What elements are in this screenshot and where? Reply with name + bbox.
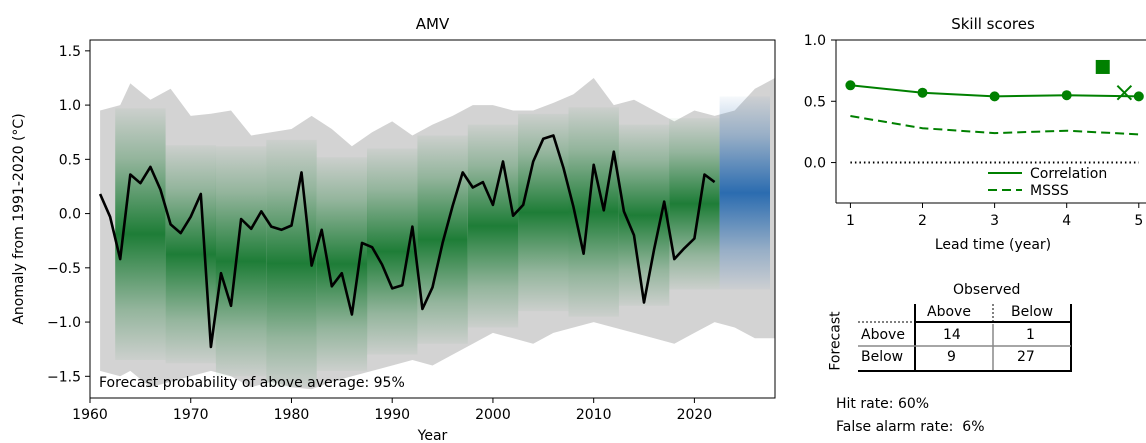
x-tick-label: 1980 [274, 407, 310, 423]
legend-msss-label: MSSS [1030, 183, 1069, 199]
skill-plot-area [845, 59, 1144, 164]
hindcast-column [518, 113, 569, 312]
skill-x-tick-label: 4 [1062, 213, 1071, 229]
amv-axes-frame [89, 39, 776, 399]
contingency-cell-false-alarms: 1 [1026, 327, 1035, 343]
skill-title: Skill scores [951, 15, 1035, 33]
amv-ylabel: Anomaly from 1991-2020 (°C) [11, 113, 27, 324]
contingency-row-header-above: Above [861, 327, 905, 343]
y-tick-label: 1.5 [59, 44, 81, 60]
hit-rate-text: Hit rate: 60% [836, 396, 930, 412]
hindcast-column [669, 118, 720, 290]
contingency-row-header-below: Below [861, 349, 904, 365]
series-point-correlation [917, 87, 928, 98]
y-tick-label: 1.0 [59, 98, 81, 114]
x-tick-label: 1970 [173, 407, 209, 423]
skill-y-tick-label: 0.5 [804, 94, 826, 110]
series-point-correlation [845, 80, 856, 91]
contingency-col-header-above: Above [927, 304, 971, 320]
observed-line [98, 134, 716, 349]
hindcast-column [266, 139, 317, 388]
skill-x-tick-label: 5 [1134, 213, 1143, 229]
contingency-cell-hits: 14 [943, 327, 961, 343]
contingency-forecast-label: Forecast [827, 311, 844, 371]
hindcast-column [568, 107, 619, 317]
hindcast-column [165, 145, 216, 364]
series-point-correlation [989, 91, 1000, 102]
series-point-correlation [1061, 90, 1072, 101]
forecast-probability-annotation: Forecast probability of above average: 9… [99, 375, 405, 391]
contingency-grid [858, 304, 1072, 372]
skill-x-tick-label: 1 [846, 213, 855, 229]
x-marker [1116, 84, 1133, 101]
hindcast-column [215, 146, 267, 377]
forecast-column [719, 96, 770, 290]
contingency-observed-label: Observed [953, 282, 1021, 298]
x-tick-label: 2000 [475, 407, 511, 423]
hindcast-column [467, 124, 519, 328]
legend-correlation-label: Correlation [1030, 166, 1107, 182]
contingency-cell-misses: 9 [947, 349, 956, 365]
square-marker [1095, 59, 1110, 74]
skill-y-tick-label: 0.0 [804, 156, 826, 172]
contingency-cell-correct-negatives: 27 [1017, 349, 1035, 365]
y-tick-label: 0.5 [59, 152, 81, 168]
x-tick-label: 2020 [677, 407, 713, 423]
y-tick-label: −1.5 [47, 369, 81, 385]
false-alarm-rate-text: False alarm rate: 6% [836, 419, 985, 435]
amv-plot-area [98, 78, 775, 390]
amv-title: AMV [416, 15, 450, 33]
skill-x-tick-label: 2 [918, 213, 927, 229]
contingency-col-header-below: Below [1011, 304, 1054, 320]
skill-y-tick-label: 1.0 [804, 33, 826, 49]
x-tick-label: 2010 [576, 407, 612, 423]
series-line-msss [850, 115, 1139, 136]
y-tick-label: 0.0 [59, 207, 81, 223]
skill-xlabel: Lead time (year) [935, 237, 1051, 253]
y-tick-label: −0.5 [47, 261, 81, 277]
x-tick-label: 1990 [374, 407, 410, 423]
y-tick-label: −1.0 [47, 315, 81, 331]
series-point-correlation [1133, 91, 1144, 102]
amv-xlabel: Year [417, 428, 448, 443]
skill-x-tick-label: 3 [990, 213, 999, 229]
x-tick-label: 1960 [72, 407, 108, 423]
